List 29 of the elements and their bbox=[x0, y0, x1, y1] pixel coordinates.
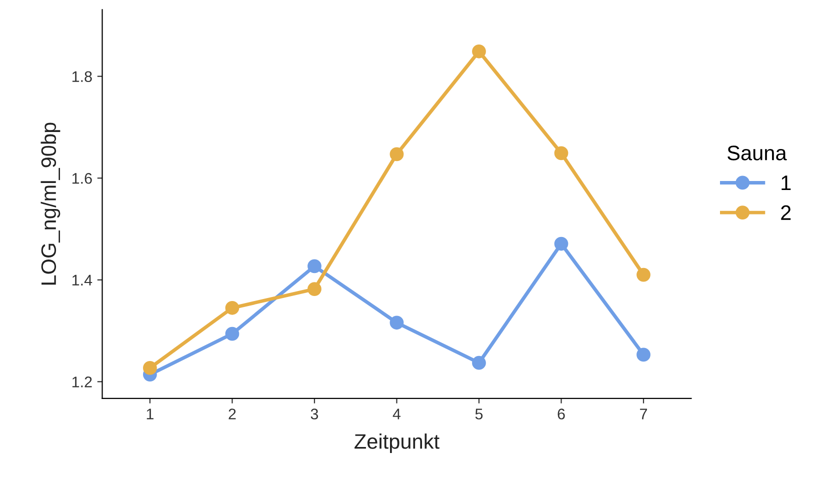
point bbox=[636, 268, 650, 282]
x-tick-label: 4 bbox=[392, 408, 401, 420]
legend-title: Sauna bbox=[728, 146, 787, 160]
point bbox=[390, 147, 404, 162]
point bbox=[308, 259, 322, 274]
x-tick-label: 7 bbox=[640, 408, 647, 420]
point bbox=[225, 326, 240, 341]
x-tick-label: 3 bbox=[310, 408, 318, 420]
point bbox=[636, 348, 650, 362]
point bbox=[225, 300, 240, 315]
point bbox=[554, 146, 568, 160]
x-tick-label: 1 bbox=[146, 408, 154, 420]
legend-label: 1 bbox=[782, 176, 791, 190]
point bbox=[143, 360, 157, 375]
y-tick-label: 1.8 bbox=[72, 71, 92, 82]
point bbox=[472, 356, 486, 370]
legend-label: 2 bbox=[781, 205, 791, 220]
x-tick-label: 6 bbox=[558, 408, 565, 420]
x-tick-label: 2 bbox=[228, 408, 236, 420]
y-axis-title: LOG_ng/ml_90bp bbox=[40, 122, 60, 285]
point bbox=[472, 44, 486, 58]
point bbox=[308, 282, 322, 296]
x-axis-title: Zeitpunkt bbox=[354, 434, 440, 453]
y-tick-label: 1.2 bbox=[72, 376, 92, 388]
point bbox=[390, 316, 404, 330]
y-tick-label: 1.4 bbox=[72, 274, 92, 286]
point bbox=[554, 236, 568, 251]
y-tick-label: 1.6 bbox=[72, 172, 92, 184]
x-tick-label: 5 bbox=[475, 408, 483, 420]
